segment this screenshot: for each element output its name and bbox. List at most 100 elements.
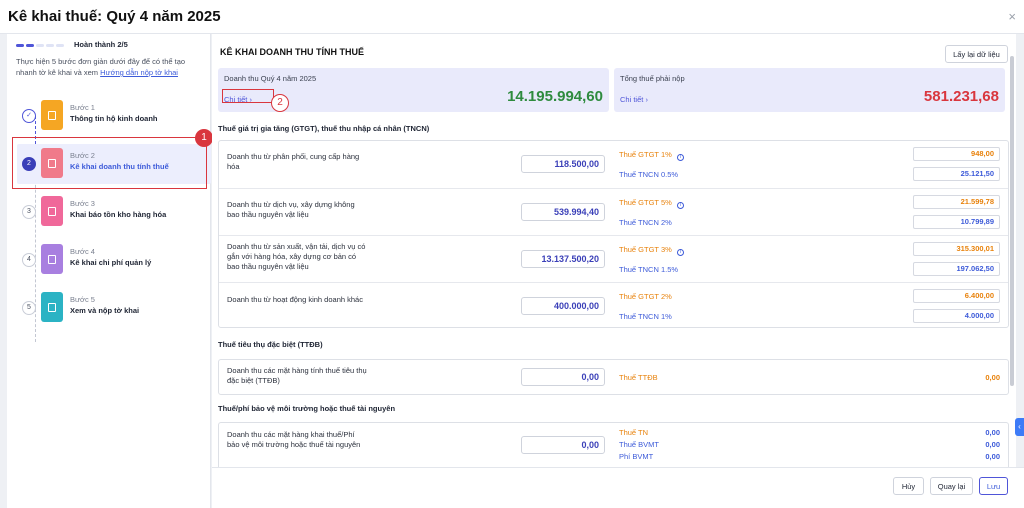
step-4[interactable]: 4 Bước 4 Kê khai chi phí quản lý xyxy=(17,240,211,280)
ttdb-revenue-input[interactable]: 0,00 xyxy=(521,368,605,386)
revenue-input[interactable]: 539.994,40 xyxy=(521,203,605,221)
dialog-body: Hoàn thành 2/5 Thực hiện 5 bước đơn giản… xyxy=(0,34,1024,508)
check-icon: ✓ xyxy=(22,109,36,123)
section-title-env: Thuế/phí bảo vệ môi trường hoặc thuế tài… xyxy=(218,404,396,413)
progress-label: Hoàn thành 2/5 xyxy=(74,40,128,49)
revenue-label: Doanh thu Quý 4 năm 2025 xyxy=(224,74,317,83)
row-label: Doanh thu từ dịch vụ, xây dựng không bao… xyxy=(227,200,355,219)
revenue-input[interactable]: 400.000,00 xyxy=(521,297,605,315)
info-icon[interactable]: i xyxy=(676,202,684,209)
info-icon[interactable]: i xyxy=(676,249,684,256)
pit-value[interactable]: 25.121,50 xyxy=(913,167,1000,181)
chevron-left-icon[interactable]: ‹ xyxy=(1015,418,1024,436)
env-tax-value: 0,00 xyxy=(985,440,1000,449)
intro-text: Thực hiện 5 bước đơn giản dưới đây để có… xyxy=(16,57,186,77)
send-icon xyxy=(41,292,63,322)
row-label: Doanh thu các mặt hàng khai thuế/Phí bảo… xyxy=(227,430,361,449)
row-label: Doanh thu các mặt hàng tính thuế tiêu th… xyxy=(227,366,367,385)
env-fee-value: 0,00 xyxy=(985,452,1000,461)
cancel-button[interactable]: Hủy xyxy=(893,477,924,495)
revenue-total: 14.195.994,60 xyxy=(507,88,603,105)
dialog-title: Kê khai thuế: Quý 4 năm 2025 xyxy=(8,8,221,25)
row-label: Doanh thu từ sản xuất, vận tải, dịch vụ … xyxy=(227,242,366,271)
step-title: Thông tin hộ kinh doanh xyxy=(70,114,158,123)
revenue-detail-link[interactable]: Chi tiết › xyxy=(224,95,252,104)
table-row: Doanh thu từ sản xuất, vận tải, dịch vụ … xyxy=(219,235,1008,282)
step-2[interactable]: 2 Bước 2 Kê khai doanh thu tính thuế xyxy=(17,144,211,184)
gtgt-panel: Doanh thu từ phân phối, cung cấp hàng hó… xyxy=(218,140,1009,328)
step-number: 2 xyxy=(22,157,36,171)
chevron-right-icon: › xyxy=(645,95,648,104)
tax-total-label: Tổng thuế phải nộp xyxy=(620,74,685,83)
step-title: Xem và nộp tờ khai xyxy=(70,306,140,315)
env-fee-label: Phí BVMT xyxy=(619,452,654,461)
step-1[interactable]: ✓ Bước 1 Thông tin hộ kinh doanh xyxy=(17,96,211,136)
step-title: Kê khai chi phí quản lý xyxy=(70,258,152,267)
tax-detail-link[interactable]: Chi tiết › xyxy=(620,95,648,104)
chevron-right-icon: › xyxy=(249,95,252,104)
row-label: Doanh thu từ phân phối, cung cấp hàng hó… xyxy=(227,152,360,171)
step-number-label: Bước 4 xyxy=(70,247,95,256)
table-row: Doanh thu từ dịch vụ, xây dựng không bao… xyxy=(219,188,1008,235)
back-button[interactable]: Quay lại xyxy=(930,477,973,495)
step-number-label: Bước 5 xyxy=(70,295,95,304)
guide-link[interactable]: Hướng dẫn nộp tờ khai xyxy=(100,68,178,77)
pit-value[interactable]: 4.000,00 xyxy=(913,309,1000,323)
step-number-label: Bước 2 xyxy=(70,151,95,160)
clipboard-icon xyxy=(41,244,63,274)
main-panel: KÊ KHAI DOANH THU TÍNH THUẾ Lấy lại dữ l… xyxy=(212,34,1016,467)
vat-value[interactable]: 6.400,00 xyxy=(913,289,1000,303)
step-number: 3 xyxy=(22,205,36,219)
document-icon xyxy=(41,148,63,178)
pit-label: Thuế TNCN 2% xyxy=(619,218,672,227)
box-icon xyxy=(41,196,63,226)
vat-value[interactable]: 315.300,01 xyxy=(913,242,1000,256)
ttdb-value: 0,00 xyxy=(985,373,1000,382)
row-label: Doanh thu từ hoạt động kinh doanh khác xyxy=(227,295,363,304)
ttdb-panel: Doanh thu các mặt hàng tính thuế tiêu th… xyxy=(218,359,1009,395)
step-number-label: Bước 1 xyxy=(70,103,95,112)
revenue-input[interactable]: 118.500,00 xyxy=(521,155,605,173)
scrollbar[interactable] xyxy=(1010,56,1014,386)
pit-value[interactable]: 10.799,89 xyxy=(913,215,1000,229)
resource-tax-value: 0,00 xyxy=(985,428,1000,437)
tax-total: 581.231,68 xyxy=(923,88,999,105)
page-title: KÊ KHAI DOANH THU TÍNH THUẾ xyxy=(220,47,364,57)
save-button[interactable]: Lưu xyxy=(979,477,1008,495)
step-connector xyxy=(35,150,36,342)
step-connector xyxy=(35,116,36,154)
pit-value[interactable]: 197.062,50 xyxy=(913,262,1000,276)
highlight-box xyxy=(12,137,207,189)
info-icon[interactable]: i xyxy=(676,154,684,161)
pit-label: Thuế TNCN 0.5% xyxy=(619,170,679,179)
pit-label: Thuế TNCN 1.5% xyxy=(619,265,679,274)
revenue-input[interactable]: 13.137.500,20 xyxy=(521,250,605,268)
reload-data-button[interactable]: Lấy lại dữ liệu xyxy=(945,45,1008,63)
step-5[interactable]: 5 Bước 5 Xem và nộp tờ khai xyxy=(17,288,211,328)
env-panel: Doanh thu các mặt hàng khai thuế/Phí bảo… xyxy=(218,422,1009,467)
step-title: Khai báo tồn kho hàng hóa xyxy=(70,210,167,219)
table-row: Doanh thu từ hoạt động kinh doanh khác 4… xyxy=(219,282,1008,329)
vat-value[interactable]: 21.599,78 xyxy=(913,195,1000,209)
dialog-header: Kê khai thuế: Quý 4 năm 2025 × xyxy=(0,0,1024,34)
close-icon[interactable]: × xyxy=(1008,9,1016,24)
step-3[interactable]: 3 Bước 3 Khai báo tồn kho hàng hóa xyxy=(17,192,211,232)
env-revenue-input[interactable]: 0,00 xyxy=(521,436,605,454)
step-title: Kê khai doanh thu tính thuế xyxy=(70,162,169,171)
dialog-footer: Hủy Quay lại Lưu xyxy=(212,467,1024,508)
vat-label: Thuế GTGT 5% i xyxy=(619,198,684,209)
vat-value[interactable]: 948,00 xyxy=(913,147,1000,161)
highlight-box xyxy=(222,89,274,103)
tax-total-card: Tổng thuế phải nộp Chi tiết › 581.231,68 xyxy=(614,68,1005,112)
vat-label: Thuế GTGT 2% xyxy=(619,292,672,301)
progress-bar xyxy=(16,44,64,47)
vat-label: Thuế GTGT 3% i xyxy=(619,245,684,256)
callout-badge-2: 2 xyxy=(271,94,289,112)
file-icon xyxy=(41,100,63,130)
section-title-ttdb: Thuế tiêu thụ đặc biệt (TTĐB) xyxy=(218,340,323,349)
resource-tax-label: Thuế TN xyxy=(619,428,649,437)
table-row: Doanh thu từ phân phối, cung cấp hàng hó… xyxy=(219,141,1008,188)
step-number: 4 xyxy=(22,253,36,267)
ttdb-label: Thuế TTĐB xyxy=(619,373,658,382)
callout-badge-1: 1 xyxy=(195,129,213,147)
